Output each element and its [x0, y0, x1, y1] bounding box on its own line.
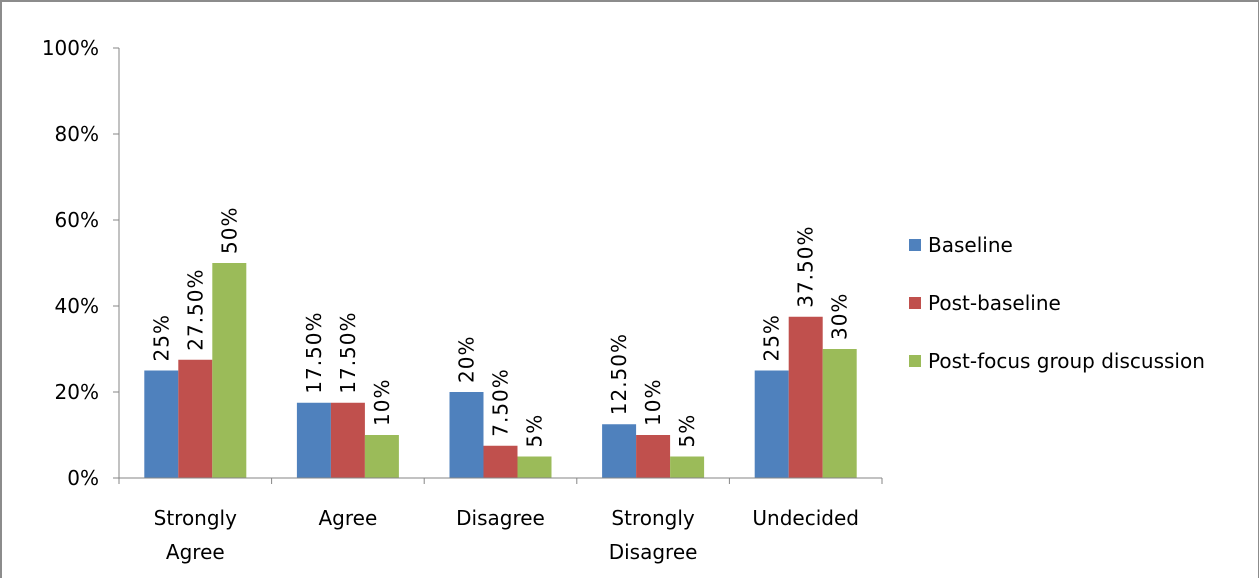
bar: [364, 435, 399, 478]
x-category-label: Strongly: [154, 506, 237, 530]
bar: [636, 435, 671, 478]
x-category-label: Disagree: [609, 540, 698, 564]
data-label: 37.50%: [794, 225, 818, 307]
y-tick-label: 80%: [55, 122, 99, 146]
bar: [788, 316, 823, 478]
y-tick-label: 40%: [55, 294, 99, 318]
data-label: 17.50%: [336, 311, 360, 393]
x-axis: Strongly Agree Agree Disagree Strongly Disagr…: [118, 477, 883, 564]
x-category-label: Agree: [166, 540, 225, 564]
legend-swatch: [909, 297, 921, 309]
bar: [178, 359, 213, 478]
legend-label: Post-focus group discussion: [928, 349, 1205, 373]
bar: [670, 456, 705, 478]
data-label: 25%: [760, 314, 784, 361]
legend-swatch: [909, 239, 921, 251]
legend: Baseline Post-baseline Post-focus group di…: [909, 233, 1205, 373]
bar: [296, 402, 331, 478]
data-label: 27.50%: [183, 268, 207, 350]
data-label: 12.50%: [607, 333, 631, 415]
legend-label: Baseline: [928, 233, 1013, 257]
y-tick-label: 60%: [55, 208, 99, 232]
data-label: 50%: [217, 207, 241, 254]
x-category-label: Strongly: [611, 506, 694, 530]
bars: [144, 263, 857, 478]
data-label: 10%: [641, 379, 665, 426]
y-axis: 0% 20% 40% 60% 80% 100%: [42, 36, 120, 490]
bar: [517, 456, 552, 478]
bar: [212, 263, 247, 478]
x-category-label: Disagree: [456, 506, 545, 530]
bar: [483, 445, 518, 478]
y-tick-label: 0%: [67, 466, 99, 490]
x-category-label: Undecided: [752, 506, 859, 530]
bar: [330, 402, 365, 478]
data-label: 10%: [370, 379, 394, 426]
bar: [144, 370, 179, 478]
legend-swatch: [909, 355, 921, 367]
y-tick-label: 20%: [55, 380, 99, 404]
data-labels: 25% 27.50% 50% 17.50% 17.50% 10% 20% 7.50% 5% 12.…: [149, 207, 851, 448]
legend-label: Post-baseline: [928, 291, 1061, 315]
data-label: 20%: [455, 336, 479, 383]
data-label: 5%: [523, 414, 547, 448]
y-tick-label: 100%: [42, 36, 99, 60]
bar: [602, 424, 637, 478]
data-label: 5%: [675, 414, 699, 448]
bar: [822, 349, 857, 478]
data-label: 17.50%: [302, 311, 326, 393]
data-label: 30%: [828, 293, 852, 340]
bar: [754, 370, 789, 478]
data-label: 25%: [149, 314, 173, 361]
bar: [449, 392, 484, 478]
x-category-label: Agree: [319, 506, 378, 530]
data-label: 7.50%: [489, 368, 513, 437]
